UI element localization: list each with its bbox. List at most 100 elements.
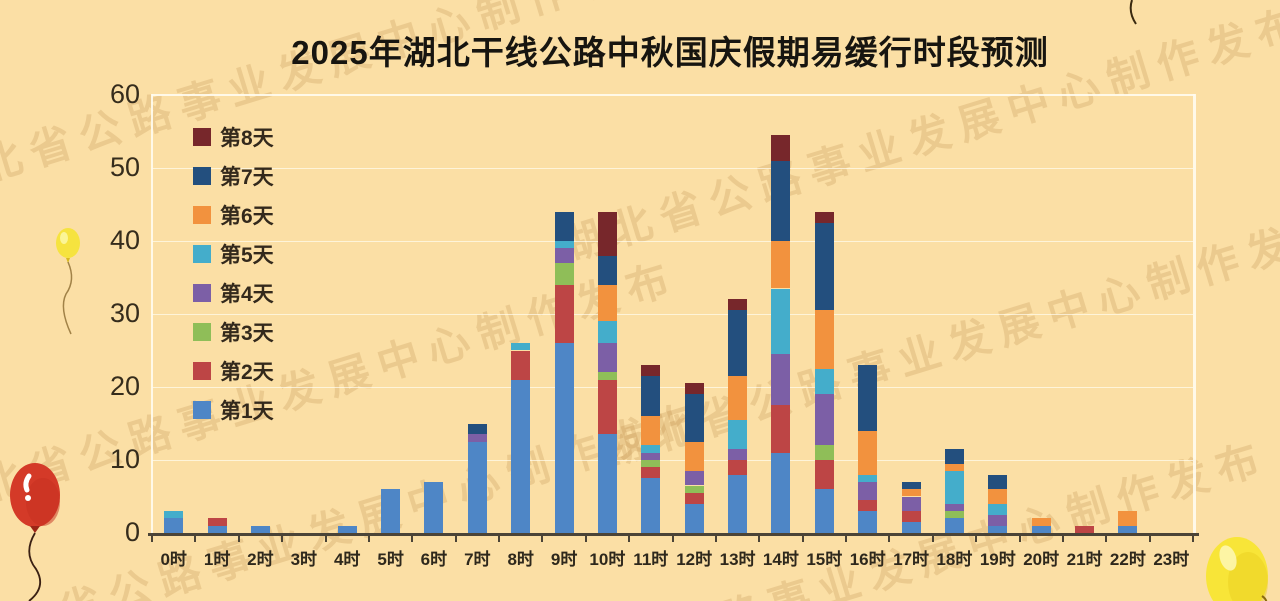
- legend-swatch-icon: [193, 400, 211, 419]
- y-tick-label-30: 30: [109, 298, 140, 328]
- bar-15时-第4天: [814, 394, 834, 446]
- bar-9时-第1天: [554, 343, 574, 533]
- y-tick-label-0: 0: [124, 517, 140, 547]
- bar-14时-第7天: [771, 160, 791, 241]
- bar-13时-第5天: [728, 419, 748, 450]
- bar-10时-第7天: [597, 255, 617, 285]
- legend-label: 第7天: [220, 165, 274, 189]
- y-tick-label-10: 10: [109, 444, 140, 474]
- bar-14时-第1天: [771, 452, 791, 533]
- bar-13时-第8天: [728, 299, 748, 311]
- legend-swatch-icon: [193, 283, 211, 302]
- bar-17时-第2天: [901, 511, 921, 522]
- bar-18时-第7天: [944, 449, 964, 464]
- legend-label: 第4天: [220, 282, 274, 306]
- legend-item-第5天: 第5天: [193, 234, 274, 273]
- x-tick-13: [714, 535, 717, 542]
- x-label-1时: 1时: [203, 550, 231, 569]
- bar-18时-第6天: [944, 463, 964, 471]
- bar-14时-第8天: [771, 135, 791, 161]
- bar-5时-第1天: [381, 489, 401, 533]
- legend-swatch-icon: [193, 205, 211, 224]
- bar-7时-第1天: [467, 441, 487, 534]
- bar-10时-第5天: [597, 321, 617, 344]
- bar-18时-第5天: [944, 470, 964, 504]
- plot-border-right: [1193, 94, 1196, 534]
- bar-9时-第5天: [554, 241, 574, 249]
- x-label-16时: 16时: [849, 550, 886, 569]
- bar-22时-第1天: [1118, 525, 1138, 533]
- bar-12时-第4天: [684, 470, 704, 486]
- y-tick-label-60: 60: [109, 79, 140, 109]
- x-tick-4: [324, 535, 327, 542]
- bar-9时-第2天: [554, 284, 574, 344]
- bar-13时-第1天: [728, 474, 748, 533]
- x-tick-18: [931, 535, 934, 542]
- x-label-10时: 10时: [589, 550, 626, 569]
- x-tick-7: [454, 535, 457, 542]
- bar-14时-第5天: [771, 288, 791, 355]
- x-tick-15: [801, 535, 804, 542]
- bar-0时-第1天: [164, 518, 184, 533]
- x-tick-8: [498, 535, 500, 542]
- x-label-7时: 7时: [464, 550, 491, 569]
- x-tick-14: [758, 535, 761, 542]
- x-label-5时: 5时: [377, 550, 404, 569]
- bar-7时-第7天: [467, 423, 487, 435]
- bar-14时-第4天: [771, 354, 791, 406]
- x-label-8时: 8时: [507, 550, 534, 569]
- x-tick-20: [1018, 535, 1021, 542]
- bar-15时-第6天: [814, 310, 834, 369]
- legend-item-第3天: 第3天: [193, 312, 274, 351]
- legend-swatch-icon: [193, 127, 211, 146]
- bar-10时-第2天: [597, 379, 617, 435]
- x-label-22时: 22时: [1109, 550, 1146, 569]
- x-tick-3: [281, 535, 284, 542]
- x-label-15时: 15时: [806, 550, 843, 569]
- bar-14时-第6天: [771, 241, 791, 289]
- bar-15时-第2天: [814, 460, 834, 490]
- x-tick-6: [411, 535, 414, 542]
- x-tick-9: [541, 535, 544, 542]
- bar-16时-第7天: [858, 365, 878, 431]
- x-label-17时: 17时: [893, 550, 930, 569]
- bar-8时-第5天: [511, 343, 531, 351]
- bar-9时-第7天: [554, 211, 574, 241]
- x-tick-22: [1105, 535, 1108, 542]
- bar-12时-第7天: [684, 394, 704, 442]
- legend-swatch-icon: [193, 361, 211, 380]
- y-tick-label-40: 40: [109, 225, 140, 255]
- bar-6时-第1天: [424, 481, 444, 533]
- bar-4时-第1天: [337, 525, 357, 533]
- x-label-12时: 12时: [676, 550, 713, 569]
- legend-label: 第6天: [220, 204, 274, 228]
- legend-label: 第1天: [220, 399, 274, 423]
- bar-7时-第4天: [467, 434, 487, 442]
- bar-14时-第2天: [771, 405, 791, 453]
- bar-16时-第2天: [858, 500, 878, 511]
- bar-13时-第2天: [728, 460, 748, 475]
- bar-13时-第6天: [728, 376, 748, 420]
- chart-legend: 第8天 第7天 第6天 第5天 第4天 第3天 第2天 第1天: [193, 117, 274, 429]
- bar-17时-第6天: [901, 489, 921, 497]
- x-axis-line: [148, 533, 1199, 536]
- x-tick-10: [584, 535, 587, 542]
- bar-0时-第5天: [164, 511, 184, 519]
- x-label-9时: 9时: [550, 550, 578, 569]
- bar-16时-第1天: [858, 511, 878, 533]
- bar-16时-第5天: [858, 474, 878, 482]
- x-tick-17: [888, 535, 891, 542]
- x-label-3时: 3时: [290, 550, 318, 569]
- x-tick-2: [237, 535, 240, 542]
- bar-11时-第1天: [641, 478, 661, 534]
- bar-12时-第3天: [684, 485, 704, 493]
- plot-border-top: [152, 94, 1195, 96]
- x-label-4时: 4时: [333, 550, 361, 569]
- x-tick-1: [194, 535, 197, 542]
- bar-8时-第2天: [511, 350, 531, 380]
- x-label-14时: 14时: [762, 550, 799, 569]
- legend-label: 第3天: [220, 321, 274, 345]
- bar-12时-第8天: [684, 383, 704, 395]
- bar-1时-第2天: [207, 518, 227, 526]
